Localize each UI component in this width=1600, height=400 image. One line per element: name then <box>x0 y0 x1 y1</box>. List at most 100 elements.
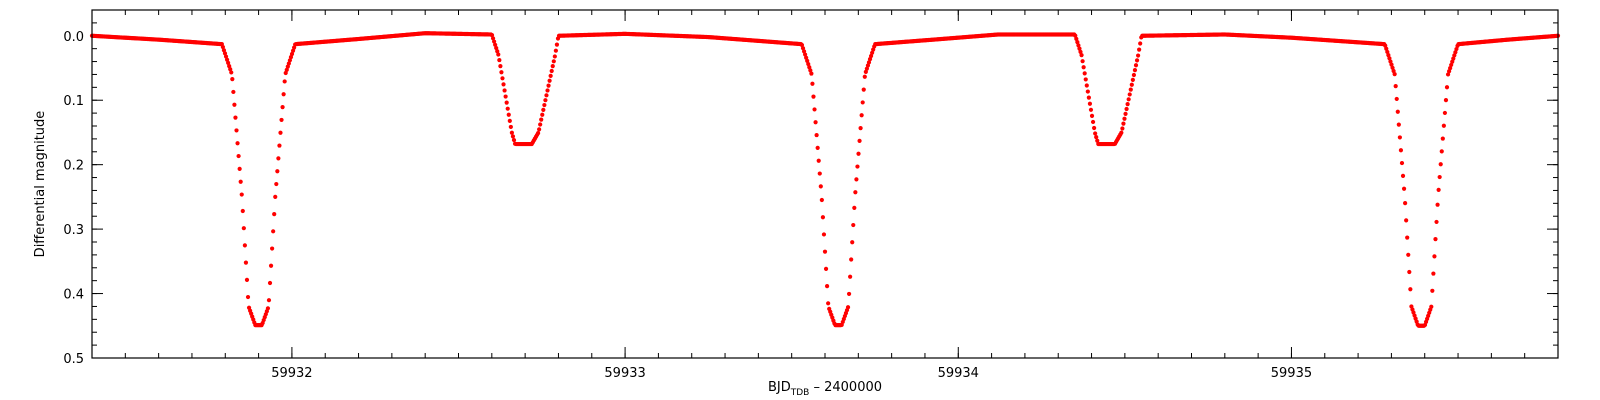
data-point <box>804 55 809 60</box>
data-point <box>1092 125 1097 131</box>
data-point <box>1399 160 1405 166</box>
data-point <box>493 42 498 47</box>
data-point <box>510 134 516 139</box>
data-point <box>810 81 815 86</box>
data-point <box>867 57 873 62</box>
data-point <box>554 42 560 47</box>
data-point <box>242 243 247 248</box>
data-point <box>871 47 876 52</box>
data-point <box>538 122 543 127</box>
data-point <box>1384 46 1389 51</box>
data-point <box>285 64 290 69</box>
data-point <box>1130 77 1135 82</box>
data-point <box>1393 84 1398 89</box>
data-point <box>1443 98 1449 103</box>
data-point <box>1132 68 1138 73</box>
data-point <box>553 48 558 53</box>
data-point <box>1093 131 1098 136</box>
data-point <box>540 112 545 117</box>
data-point <box>279 117 284 123</box>
data-point <box>545 88 550 93</box>
data-point <box>846 291 852 297</box>
data-point <box>231 89 236 95</box>
data-point <box>1121 121 1126 126</box>
data-point <box>542 102 547 108</box>
y-tick-label: 0.3 <box>63 223 84 238</box>
data-point <box>1122 116 1127 121</box>
data-point <box>280 105 285 110</box>
data-point <box>1442 110 1448 116</box>
data-point <box>1131 72 1137 78</box>
data-point <box>823 266 829 271</box>
data-point <box>245 294 251 300</box>
x-tick-label: 59932 <box>271 366 312 381</box>
data-point <box>229 70 234 75</box>
data-point <box>1441 123 1446 128</box>
data-point <box>851 222 856 228</box>
data-point <box>544 93 549 98</box>
data-point <box>1401 186 1407 191</box>
data-point <box>1133 63 1139 68</box>
data-point <box>818 184 823 189</box>
data-point <box>281 92 286 97</box>
data-point <box>222 51 228 56</box>
data-point <box>241 226 246 231</box>
data-point <box>1430 288 1435 293</box>
x-axis-label-suffix: – 2400000 <box>809 380 882 395</box>
data-point <box>1433 237 1438 242</box>
data-point <box>1075 40 1080 45</box>
data-point <box>1449 62 1454 68</box>
data-point <box>850 240 855 245</box>
data-point <box>806 61 811 67</box>
data-point <box>1129 82 1134 87</box>
data-point <box>1085 89 1090 94</box>
data-point <box>503 94 508 99</box>
data-point <box>234 128 239 133</box>
data-point <box>1403 201 1408 206</box>
data-point <box>1079 53 1084 58</box>
data-point <box>1120 126 1125 131</box>
data-point <box>268 263 274 268</box>
data-point <box>816 158 821 163</box>
data-point <box>221 48 227 53</box>
data-point <box>820 215 826 220</box>
data-point <box>1435 202 1440 207</box>
data-point <box>1081 65 1086 70</box>
data-point <box>861 87 866 92</box>
data-point <box>1128 87 1133 92</box>
data-point <box>497 57 502 63</box>
data-point <box>284 67 289 72</box>
data-point <box>1088 107 1094 112</box>
data-point <box>1385 49 1390 55</box>
data-point <box>845 305 851 310</box>
data-point <box>849 257 854 262</box>
data-point <box>501 82 506 87</box>
data-point <box>814 132 819 138</box>
data-point <box>864 66 869 71</box>
x-tick-label: 59934 <box>938 366 979 381</box>
data-point <box>1400 173 1406 178</box>
data-point <box>863 69 868 74</box>
x-axis-label-main: BJD <box>768 380 791 395</box>
data-point <box>807 65 812 70</box>
data-point <box>1432 254 1437 259</box>
data-point <box>547 78 552 83</box>
y-tick-label: 0.4 <box>63 288 84 303</box>
data-point <box>1127 92 1132 97</box>
data-point <box>270 246 275 251</box>
data-point <box>1090 119 1096 125</box>
data-point <box>862 74 867 79</box>
data-point <box>550 64 555 69</box>
data-point <box>499 70 504 75</box>
data-point <box>1434 219 1439 225</box>
data-point <box>1444 85 1450 90</box>
data-point <box>813 120 818 125</box>
data-point <box>230 77 235 82</box>
data-point <box>223 54 229 59</box>
y-tick-label: 0.2 <box>63 159 84 174</box>
data-point <box>1451 56 1456 61</box>
data-point <box>489 32 495 38</box>
data-point <box>490 36 496 41</box>
